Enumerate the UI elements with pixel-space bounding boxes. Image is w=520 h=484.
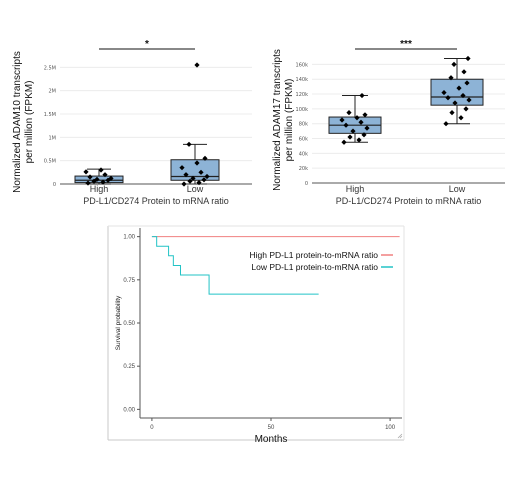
box-chart-1-data-point [87,174,93,180]
box-chart-1-ytick-label: 2M [49,89,57,95]
box-chart-1-data-point [85,180,91,186]
box-chart-2-data-point [456,85,462,91]
box-chart-2-data-point [451,61,457,68]
box-chart-2-data-point [461,69,467,75]
box-chart-2-data-point [452,100,458,106]
box-chart-2-data-point [339,117,345,123]
box-chart-2-data-point [358,119,364,125]
box-chart-1-data-point [194,160,200,166]
box-chart-2-ytick-label: 80k [299,122,308,128]
box-chart-2-data-point [443,121,449,127]
box-chart-2-y-axis-title: Normalized ADAM17 transcripts [272,49,283,191]
box-chart-2-data-point [449,109,455,116]
box-chart-1-category-label: Low [187,184,204,194]
box-chart-2-data-point [463,106,469,112]
box-chart-2-data-point [341,139,347,145]
box-chart-1-data-point [83,169,89,175]
box-chart-1-data-point [100,179,106,185]
box-chart-2-data-point [460,92,466,99]
box-chart-2-ytick-label: 140k [296,77,309,83]
box-chart-2-data-point [359,92,365,99]
box-chart-2-category-label: Low [449,184,466,194]
box-chart-2-box-low [430,78,484,106]
km-ytick-label: 0.75 [123,278,135,284]
box-chart-2-x-axis-title: PD-L1/CD274 Protein to mRNA ratio [336,196,482,206]
box-chart-2-ytick-label: 100k [296,107,309,113]
box-chart-1-category-label: High [90,184,109,194]
box-chart-1-ytick-label: 1.5M [44,112,56,118]
box-chart-2-data-point [458,115,464,121]
km-ytick-label: 0.00 [123,407,135,413]
box-chart-2-data-point [356,137,362,143]
box-chart-1-data-point [179,165,185,171]
km-legend-label-low: Low PD-L1 protein-to-mRNA ratio [251,262,378,272]
box-chart-2-ytick-label: 160k [296,62,309,68]
box-chart-2-data-point [465,55,471,62]
box-chart-2-data-point [354,115,360,121]
box-chart-2-data-point [441,89,447,96]
box-chart-1-data-point [201,177,207,183]
box-chart-2-ytick-label: 40k [299,151,308,157]
box-chart-2-data-point [343,122,349,128]
km-x-axis-title: Months [255,434,288,445]
box-chart-1-data-point [102,172,108,178]
box-chart-1-data-point [183,172,189,178]
box-chart-1-data-point [186,141,192,147]
box-chart-1-data-point [190,175,196,181]
box-chart-1-data-point [108,175,114,181]
box-chart-1-data-point [94,176,100,182]
box-chart-1-y-axis-title-line2: per million (FPKM) [24,81,35,164]
box-chart-2-ytick-label: 120k [296,92,309,98]
box-chart-2-data-point [445,95,451,101]
km-xtick-label: 100 [385,425,396,431]
box-chart-2-ytick-label: 60k [299,137,308,143]
box-chart-1-data-point [98,167,104,173]
box-chart-1-ytick-label: 0.5M [44,159,56,165]
box-chart-1-data-point [204,173,210,180]
km-ytick-label: 0.25 [123,364,135,370]
box-chart-2-data-point [350,128,356,134]
box-chart-2-data-point [448,75,454,81]
box-chart-2-data-point [364,125,370,131]
box-chart-2-data-point [347,134,353,140]
km-xtick-label: 50 [268,425,275,431]
box-chart-2-data-point [466,97,472,103]
box-chart-1-data-point [202,155,208,161]
box-chart-1-ytick-label: 2.5M [44,65,56,71]
km-resize-grip-icon [397,433,403,439]
box-chart-2-data-point [346,109,352,116]
box-chart-1-data-point [194,62,200,68]
box-chart-1-ytick-label: 1M [49,135,57,141]
box-chart-2-significance-label: *** [400,39,412,50]
box-chart-1-significance-label: * [145,39,149,50]
box-chart-1-data-point [198,169,204,175]
box-chart-2-data-point [464,80,470,86]
box-chart-2-y-axis-title-line2: per million (FPKM) [284,79,295,162]
box-chart-2-category-label: High [346,184,365,194]
box-chart-2-ytick-label: 0 [305,181,308,187]
box-chart-2-ytick-label: 20k [299,166,308,172]
box-chart-1-data-point [187,178,193,184]
km-legend-label-high: High PD-L1 protein-to-mRNA ratio [250,250,379,260]
km-y-axis-title: Survival probability [115,295,122,350]
box-chart-1-x-axis-title: PD-L1/CD274 Protein to mRNA ratio [83,196,229,206]
box-chart-1-ytick-label: 0 [53,182,56,188]
km-ytick-label: 0.50 [123,321,135,327]
km-curve-low [151,236,319,295]
km-xtick-label: 0 [150,425,154,431]
box-chart-1-data-point [196,180,202,186]
box-chart-2-data-point [362,112,368,118]
box-chart-1-data-point [181,181,187,187]
km-ytick-label: 1.00 [123,235,135,241]
box-chart-1-y-axis-title: Normalized ADAM10 transcripts [12,51,23,193]
box-chart-2-data-point [361,132,367,138]
